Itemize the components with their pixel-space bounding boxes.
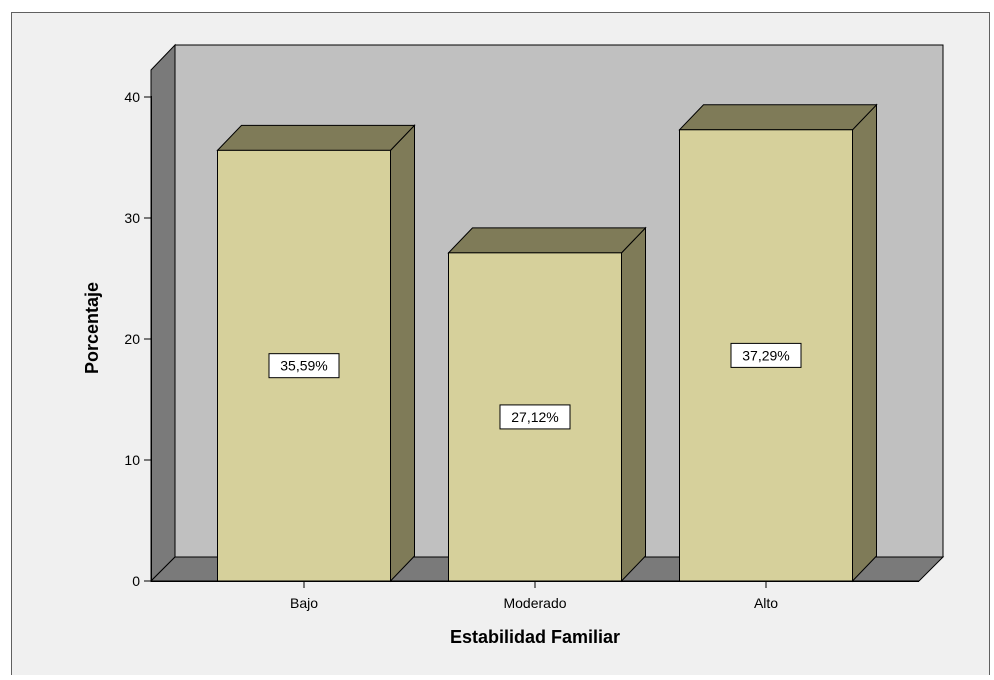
bar-side-alto [852,103,877,583]
x-axis-title: Estabilidad Familiar [450,627,620,647]
data-label-box [730,342,802,368]
bar-side-moderado [621,226,646,583]
x-axis: Bajo Moderado Alto [151,581,919,611]
bar-side-bajo [390,124,415,583]
x-tick-label: Moderado [503,595,566,611]
x-tick-label: Bajo [290,595,318,611]
data-label: 37,29% [742,347,789,363]
y-tick-label: 40 [124,89,140,105]
data-label: 35,59% [280,358,327,374]
bar-top-alto [678,104,878,131]
y-tick-label: 30 [124,210,140,226]
left-wall [150,43,176,583]
bar-top-moderado [447,227,647,254]
x-tick-label: Alto [754,595,778,611]
y-axis-title: Porcentaje [82,282,102,374]
y-tick-label: 10 [124,452,140,468]
data-label-box [268,353,340,379]
data-labels-group: 35,59% 27,12% 37,29% [268,342,802,430]
y-tick-label: 20 [124,331,140,347]
y-tick-label: 0 [132,573,140,589]
y-axis: 0 10 20 30 40 [124,89,152,589]
data-label: 27,12% [511,409,558,425]
bar-top-bajo [216,124,416,151]
bars-group [216,103,878,583]
data-label-box [499,404,571,430]
